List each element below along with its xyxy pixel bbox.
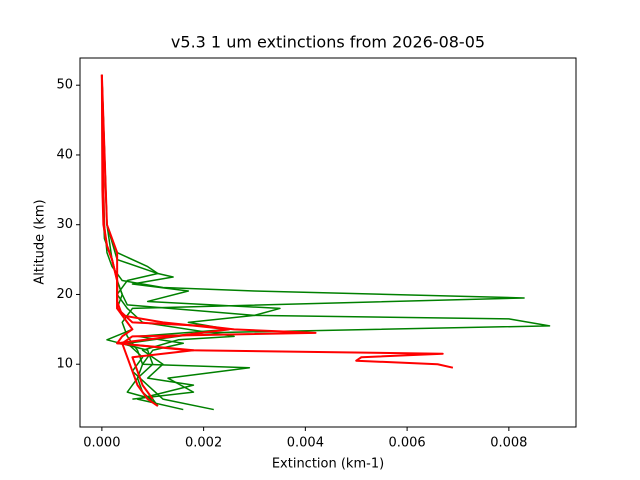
- x-tick-label: 0.000: [83, 436, 120, 451]
- x-tick-label: 0.004: [287, 436, 324, 451]
- axes-frame: [79, 57, 577, 428]
- profile-line: [101, 74, 551, 411]
- chart-title: v5.3 1 um extinctions from 2026-08-05: [171, 33, 485, 52]
- plot-area: [100, 74, 551, 411]
- y-tick-label: 50: [56, 78, 73, 93]
- y-tick-label: 10: [56, 357, 73, 372]
- x-tick-label: 0.002: [185, 436, 222, 451]
- x-axis-label: Extinction (km-1): [272, 457, 384, 472]
- y-tick-label: 40: [56, 147, 73, 162]
- profile-line: [101, 74, 159, 407]
- profile-line: [100, 74, 231, 400]
- profile-line: [101, 74, 525, 407]
- y-tick-label: 30: [56, 217, 73, 232]
- profile-line: [101, 74, 235, 411]
- x-tick-label: 0.008: [490, 436, 527, 451]
- profile-line: [101, 74, 281, 400]
- x-tick-label: 0.006: [388, 436, 425, 451]
- y-axis-label: Altitude (km): [33, 199, 48, 284]
- y-tick-label: 20: [56, 287, 73, 302]
